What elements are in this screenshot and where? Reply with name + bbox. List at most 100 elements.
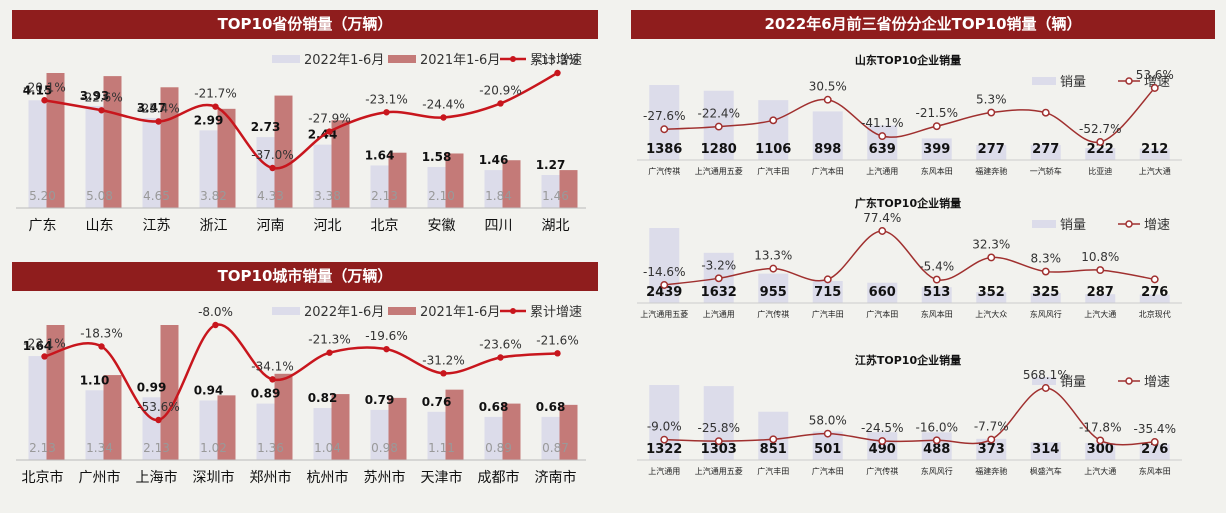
data-label-sales: 2439 — [646, 285, 682, 300]
growth-marker — [823, 429, 832, 438]
growth-marker — [1096, 436, 1105, 445]
growth-marker — [98, 107, 105, 114]
growth-label: -20.1% — [23, 80, 65, 94]
growth-label: -19.6% — [365, 329, 407, 343]
legend-swatch-sales — [1032, 220, 1056, 228]
category-label: 深圳市 — [193, 469, 235, 486]
category-label: 杭州市 — [307, 469, 349, 486]
legend-label-sales: 销量 — [1060, 218, 1086, 233]
legend-label-growth: 增速 — [1144, 375, 1170, 390]
legend-swatch-2022 — [272, 55, 300, 63]
growth-label: -3.2% — [701, 258, 736, 272]
data-label-2022: 3.93 — [80, 89, 110, 103]
growth-marker — [155, 118, 162, 125]
data-label-2021: 1.84 — [485, 189, 512, 203]
growth-marker — [1096, 138, 1105, 146]
data-label-sales: 287 — [1087, 285, 1114, 300]
legend-label-2022: 2022年1-6月 — [304, 53, 384, 68]
legend-label-sales: 销量 — [1060, 375, 1086, 390]
bar-2021 — [502, 160, 521, 208]
bar-2022 — [199, 400, 218, 460]
category-label: 广汽传祺 — [866, 466, 898, 476]
data-label-sales: 300 — [1087, 442, 1114, 457]
data-label-2021: 2.10 — [428, 189, 455, 203]
bar-2022 — [85, 390, 104, 460]
bar-2022 — [484, 170, 503, 208]
growth-marker — [660, 125, 669, 134]
growth-label: -23.6% — [479, 338, 521, 352]
data-label-sales: 277 — [978, 142, 1005, 157]
growth-label: -25.8% — [698, 421, 740, 435]
growth-line — [664, 87, 1156, 143]
bar-sales — [976, 145, 1007, 160]
data-label-2022: 3.47 — [137, 101, 167, 115]
bar-2021 — [388, 397, 407, 460]
category-label: 上汽通用五菱 — [695, 166, 743, 176]
growth-label: -16.0% — [916, 420, 958, 434]
growth-line — [44, 71, 559, 170]
bar-sales — [1139, 294, 1170, 303]
category-label: 北京市 — [22, 469, 64, 486]
data-label-2021: 2.13 — [29, 441, 56, 455]
data-label-sales: 1280 — [701, 142, 737, 157]
legend-marker-growth — [1125, 77, 1133, 85]
bar-sales — [1139, 148, 1170, 160]
bar-sales — [867, 282, 898, 303]
bar-sales — [921, 287, 952, 303]
category-label: 上汽通用 — [648, 466, 680, 476]
data-label-2021: 4.65 — [143, 189, 170, 203]
legend-swatch-2021 — [388, 307, 416, 315]
growth-label: 10.8% — [1081, 250, 1119, 264]
bar-2021 — [46, 325, 65, 460]
bar-2022 — [541, 175, 560, 208]
bar-2022 — [370, 165, 389, 208]
growth-marker — [878, 437, 887, 445]
growth-marker — [769, 264, 778, 273]
legend-marker-growth — [510, 56, 516, 62]
category-label: 广汽本田 — [812, 466, 844, 476]
category-label: 河北 — [314, 218, 342, 234]
growth-label: -17.8% — [1079, 420, 1121, 434]
data-label-sales: 715 — [814, 285, 841, 300]
category-label: 江苏 — [143, 218, 171, 234]
data-label-2022: 4.15 — [23, 83, 53, 97]
growth-label: -22.4% — [698, 107, 740, 121]
category-label: 上汽大通 — [1084, 309, 1116, 319]
growth-label: -23.1% — [23, 336, 65, 350]
data-label-2022: 1.58 — [422, 150, 452, 164]
category-label: 广汽丰田 — [757, 166, 789, 176]
growth-marker — [1150, 84, 1159, 92]
growth-label: -53.6% — [137, 400, 179, 414]
category-label: 广东 — [29, 218, 57, 234]
category-label: 天津市 — [421, 469, 463, 486]
growth-label: 30.5% — [809, 80, 847, 94]
growth-label: -18.3% — [80, 326, 122, 340]
growth-label: -20.9% — [479, 83, 521, 97]
data-label-2021: 3.38 — [314, 189, 341, 203]
bar-2021 — [331, 120, 350, 208]
category-label: 枫盛汽车 — [1030, 466, 1062, 476]
growth-marker — [554, 69, 561, 77]
data-label-2021: 2.13 — [143, 441, 170, 455]
bar-2021 — [103, 76, 122, 208]
data-label-sales: 513 — [923, 285, 950, 300]
province-chart-title: TOP10省份销量（万辆） — [12, 10, 598, 39]
bar-2021 — [559, 170, 578, 208]
category-label: 上汽通用五菱 — [695, 466, 743, 476]
data-label-sales: 501 — [814, 442, 841, 457]
bar-2022 — [427, 166, 446, 208]
bar-2021 — [331, 394, 350, 460]
category-label: 一汽轿车 — [1030, 166, 1062, 176]
category-label: 山东 — [86, 218, 114, 234]
growth-marker — [41, 353, 48, 360]
growth-marker — [823, 95, 832, 104]
bar-2021 — [217, 395, 236, 460]
legend-label-growth: 累计增速 — [530, 305, 582, 320]
data-label-sales: 352 — [978, 285, 1005, 300]
growth-label: -24.4% — [422, 97, 464, 111]
data-label-2022: 1.64 — [23, 339, 53, 353]
growth-marker — [1041, 108, 1050, 117]
legend-label-sales: 销量 — [1060, 75, 1086, 90]
data-label-sales: 276 — [1141, 442, 1168, 457]
